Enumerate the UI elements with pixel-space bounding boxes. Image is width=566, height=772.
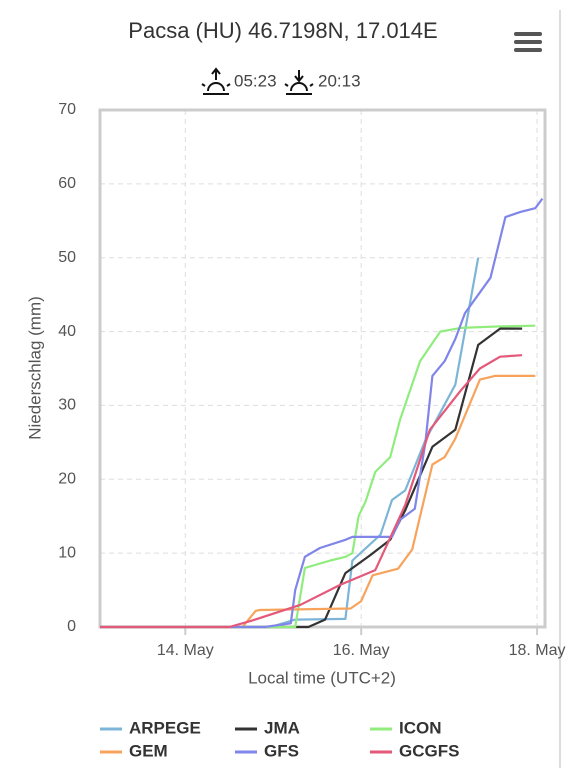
sunrise-icon — [201, 67, 231, 95]
y-tick-label: 0 — [67, 618, 76, 635]
series-line — [100, 257, 480, 629]
y-tick-label: 20 — [58, 471, 76, 488]
y-tick-label: 60 — [58, 175, 76, 192]
chart-title: Pacsa (HU) 46.7198N, 17.014E — [128, 18, 437, 43]
plot-frame — [98, 108, 547, 629]
menu-button[interactable] — [514, 32, 542, 52]
series-line — [100, 327, 523, 629]
x-tick-label: 16. May — [333, 642, 390, 659]
x-axis-label: Local time (UTC+2) — [248, 668, 396, 687]
legend-label: JMA — [264, 718, 300, 737]
y-tick-label: 30 — [58, 397, 76, 414]
series-line — [100, 197, 544, 629]
legend-label: GFS — [264, 741, 299, 760]
series-line — [100, 374, 536, 629]
menu-bar — [514, 40, 542, 44]
legend-label: ICON — [399, 718, 442, 737]
legend-label: GEM — [129, 741, 168, 760]
sunrise-time: 05:23 — [234, 71, 277, 90]
legend-label: GCGFS — [399, 741, 459, 760]
series-line — [100, 354, 523, 629]
legend-label: ARPEGE — [129, 718, 201, 737]
sunset-icon — [284, 70, 314, 95]
y-tick-label: 40 — [58, 323, 76, 340]
menu-bar — [514, 32, 542, 36]
sunset-time: 20:13 — [318, 71, 361, 90]
y-tick-label: 50 — [58, 249, 76, 266]
menu-bar — [514, 48, 542, 52]
y-tick-label: 70 — [58, 101, 76, 118]
x-tick-label: 14. May — [157, 642, 214, 659]
x-tick-label: 18. May — [509, 642, 566, 659]
y-axis-label: Niederschlag (mm) — [25, 296, 44, 440]
y-tick-label: 10 — [58, 544, 76, 561]
series-line — [100, 324, 536, 629]
